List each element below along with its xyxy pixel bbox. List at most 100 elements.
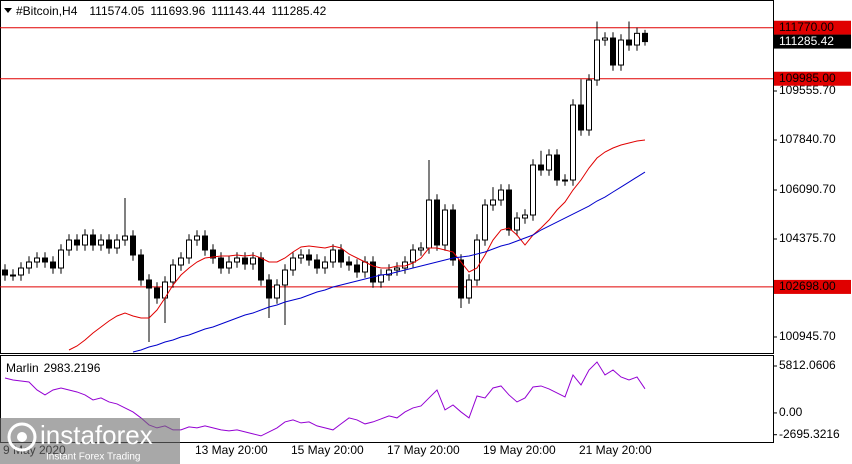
main-panel [0, 0, 774, 354]
candle-body [474, 239, 480, 281]
chart-header: #Bitcoin,H4 111574.05 111693.96 111143.44 11… [16, 4, 327, 18]
candle-body [242, 257, 248, 265]
candle-body [354, 264, 360, 273]
x-tick-label: 21 May 20:00 [579, 443, 652, 457]
logo-icon [7, 422, 37, 452]
candle-body [266, 279, 272, 299]
candle-body [522, 214, 528, 219]
candle-body [42, 257, 48, 263]
candle-body [450, 209, 456, 261]
x-tick-label: 19 May 20:00 [483, 443, 556, 457]
y-tick-label: 5812.0606 [779, 358, 836, 372]
y-tick-label: 109555.70 [779, 83, 836, 97]
candle-body [282, 269, 288, 286]
candle-body [490, 199, 496, 206]
candle-body [274, 284, 280, 299]
candle-body [26, 261, 32, 269]
candle-body [626, 39, 632, 46]
candle-body [218, 257, 224, 269]
candle-body [386, 269, 392, 276]
y-tick-label: 100945.70 [779, 329, 836, 343]
y-tick-label: 106090.70 [779, 182, 836, 196]
candle-body [602, 37, 608, 41]
candle-body [122, 235, 128, 241]
candle-body [290, 257, 296, 271]
candle-body [178, 257, 184, 266]
candle-body [114, 239, 120, 249]
candle-body [322, 261, 328, 269]
candle-body [426, 199, 432, 249]
price-tag [774, 34, 851, 49]
candle-body [434, 199, 440, 246]
candle-body [634, 32, 640, 46]
candle-body [530, 164, 536, 216]
candle-body [578, 104, 584, 131]
candle-body [538, 164, 544, 171]
level-tag [774, 279, 851, 294]
candle-body [330, 249, 336, 263]
candle-body [186, 239, 192, 259]
header-close: 111285.42 [271, 4, 326, 18]
candle-body [362, 261, 368, 273]
candle-body [642, 32, 648, 43]
candle-body [586, 79, 592, 131]
candle-body [210, 249, 216, 259]
indicator-line [4, 361, 646, 437]
candle-body [90, 234, 96, 246]
price-label: 111285.42 [779, 34, 834, 48]
indicator-label: Marlin 2983.2196 [6, 361, 101, 375]
y-tick-label: 0.00 [779, 405, 803, 419]
candle-body [418, 247, 424, 251]
logo-brand: instaforex [40, 420, 153, 450]
candle-body [2, 269, 8, 276]
candle-body [298, 254, 304, 259]
candle-body [10, 274, 16, 277]
candle-body [554, 154, 560, 181]
candle-body [314, 259, 320, 269]
logo-icon-core [17, 432, 27, 442]
candle-body [50, 261, 56, 269]
y-tick-label: -2695.3216 [779, 427, 840, 441]
candle-body [250, 257, 256, 265]
header-low: 111143.44 [211, 4, 265, 18]
menu-arrow[interactable] [4, 8, 12, 13]
indicator-line [68, 139, 646, 351]
sub-panel [0, 355, 774, 443]
level-tag [774, 71, 851, 86]
candle-body [154, 287, 160, 299]
candle-body [370, 261, 376, 283]
candle-body [458, 259, 464, 299]
candle-body [338, 249, 344, 263]
candle-body [498, 189, 504, 201]
candle-body [106, 239, 112, 249]
candle-body [18, 267, 24, 276]
candle-body [306, 254, 312, 261]
candle-body [466, 279, 472, 299]
level-label: 102698.00 [779, 279, 836, 293]
candle-body [378, 274, 384, 283]
header-open: 111574.05 [89, 4, 144, 18]
candle-body [146, 279, 152, 289]
x-tick-label: 13 May 20:00 [195, 443, 268, 457]
x-tick-label: 15 May 20:00 [291, 443, 364, 457]
candle-body [410, 249, 416, 263]
candle-body [562, 179, 568, 182]
candle-body [610, 37, 616, 66]
candle-body [130, 235, 136, 256]
level-label: 111770.00 [779, 20, 834, 34]
candle-body [202, 235, 208, 251]
candle-body [482, 204, 488, 241]
candle-body [442, 209, 448, 246]
candle-body [570, 104, 576, 181]
level-tag [774, 20, 851, 35]
candle-body [394, 267, 400, 271]
candle-body [258, 257, 264, 281]
y-tick-label: 107840.70 [779, 132, 836, 146]
candle-body [506, 189, 512, 231]
candle-body [74, 239, 80, 246]
candle-body [58, 249, 64, 269]
candle-body [546, 154, 552, 171]
indicator-value: 2983.2196 [44, 361, 101, 375]
